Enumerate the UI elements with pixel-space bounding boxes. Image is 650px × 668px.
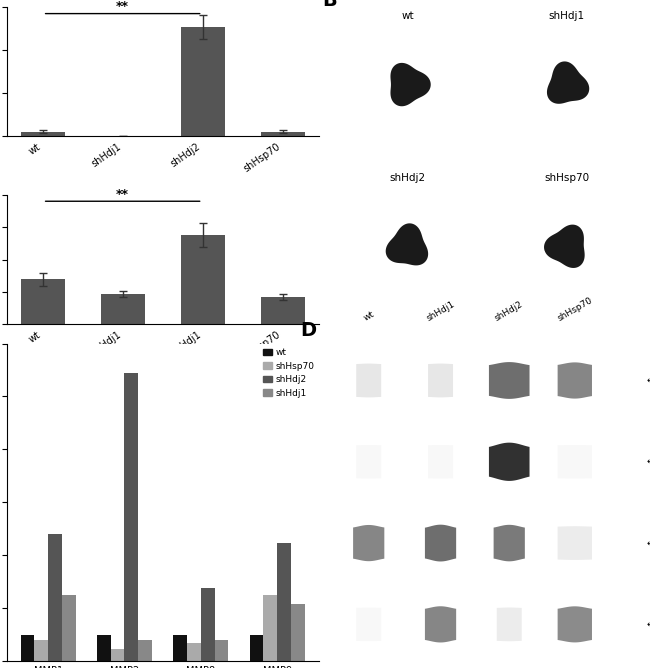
Bar xyxy=(181,27,225,136)
Bar xyxy=(21,132,64,136)
Text: ← MMP1: ← MMP1 xyxy=(647,376,650,385)
Bar xyxy=(277,544,291,661)
Polygon shape xyxy=(544,224,584,268)
Polygon shape xyxy=(493,525,525,561)
Text: D: D xyxy=(300,321,316,341)
Bar xyxy=(261,132,305,136)
Polygon shape xyxy=(356,608,381,641)
Polygon shape xyxy=(489,362,530,399)
Polygon shape xyxy=(558,607,592,643)
Text: **: ** xyxy=(116,0,129,13)
Polygon shape xyxy=(428,445,453,478)
Text: shHdj2: shHdj2 xyxy=(493,299,525,323)
Bar xyxy=(181,235,225,325)
Text: shHdj2: shHdj2 xyxy=(390,174,426,183)
Bar xyxy=(201,589,214,661)
Bar xyxy=(62,595,75,661)
Bar xyxy=(97,635,110,661)
Polygon shape xyxy=(353,525,384,561)
Bar xyxy=(263,595,277,661)
Text: shHdj1: shHdj1 xyxy=(424,299,456,323)
Polygon shape xyxy=(558,362,592,399)
Text: ← MMP2: ← MMP2 xyxy=(647,458,650,466)
Polygon shape xyxy=(558,526,592,560)
Bar xyxy=(291,605,305,661)
Bar xyxy=(111,649,124,661)
Polygon shape xyxy=(385,223,428,265)
Text: B: B xyxy=(322,0,337,10)
Bar xyxy=(21,635,34,661)
Bar xyxy=(261,297,305,325)
Text: shHdj1: shHdj1 xyxy=(549,11,585,21)
Bar xyxy=(214,640,228,661)
Bar xyxy=(48,534,62,661)
Polygon shape xyxy=(547,61,590,104)
Bar xyxy=(34,640,48,661)
Polygon shape xyxy=(356,445,381,478)
Bar xyxy=(101,294,145,325)
Polygon shape xyxy=(425,607,456,643)
Text: wt: wt xyxy=(402,11,414,21)
Bar xyxy=(187,643,201,661)
Polygon shape xyxy=(428,363,453,397)
Polygon shape xyxy=(425,524,456,562)
Polygon shape xyxy=(391,63,431,106)
Polygon shape xyxy=(356,363,381,397)
Polygon shape xyxy=(489,443,530,481)
Bar xyxy=(21,279,64,325)
Polygon shape xyxy=(558,445,592,478)
Text: ← MMP8: ← MMP8 xyxy=(647,538,650,548)
Bar xyxy=(138,640,152,661)
Legend: wt, shHsp70, shHdj2, shHdj1: wt, shHsp70, shHdj2, shHdj1 xyxy=(263,348,314,397)
Text: **: ** xyxy=(116,188,129,200)
Bar xyxy=(174,635,187,661)
Bar xyxy=(250,635,263,661)
Text: ← MMP9: ← MMP9 xyxy=(647,620,650,629)
Text: wt: wt xyxy=(361,309,376,323)
Text: shHsp70: shHsp70 xyxy=(556,295,594,323)
Polygon shape xyxy=(497,607,522,641)
Text: shHsp70: shHsp70 xyxy=(545,174,590,183)
Bar xyxy=(124,373,138,661)
